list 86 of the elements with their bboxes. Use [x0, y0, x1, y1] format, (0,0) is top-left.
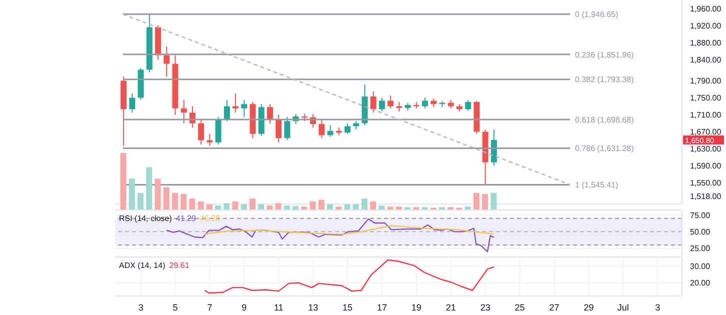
bar	[120, 153, 126, 210]
ref-line-label: 1 (1,545.41)	[575, 180, 619, 190]
chart-title: RSI (14, close)	[119, 214, 172, 223]
x-tick-label: Jul	[617, 302, 629, 312]
y-tick-label: 75.00	[690, 210, 711, 220]
candlestick	[388, 95, 394, 109]
bar	[361, 198, 368, 210]
bar	[128, 178, 135, 210]
x-tick-label: 9	[242, 302, 247, 312]
bar	[318, 200, 324, 210]
x-tick-label: 15	[342, 302, 353, 312]
x-tick-label: 29	[584, 302, 594, 312]
bar	[473, 192, 480, 210]
x-tick-label: 5	[172, 302, 178, 312]
y-tick-label: 1,590.00	[690, 162, 722, 171]
bar	[490, 192, 497, 210]
candlestick	[378, 97, 385, 112]
chart-title: ADX (14, 14)	[119, 261, 166, 270]
bar	[180, 194, 187, 210]
x-tick-label: 19	[411, 302, 422, 312]
candlestick	[164, 46, 170, 77]
x-tick-label: 17	[376, 302, 387, 312]
y-tick-label: 1,518.00	[690, 192, 722, 202]
x-tick-label: 25	[514, 302, 525, 312]
annotation: 41.29	[176, 214, 196, 223]
annotation: 46.20	[200, 214, 220, 223]
candlestick	[284, 116, 290, 141]
y-tick-label: 1,880.00	[690, 38, 722, 48]
y-tick-label: 1,550.00	[690, 178, 722, 188]
y-tick-label: 1,840.00	[690, 55, 722, 64]
candlestick	[129, 93, 136, 114]
candlestick	[232, 93, 239, 114]
ref-line-label: 0.236 (1,851.96)	[575, 50, 634, 60]
x-tick-label: 11	[274, 302, 284, 312]
ref-line-label: 0.382 (1,793.38)	[575, 75, 634, 84]
candlestick	[344, 122, 351, 134]
candlestick	[318, 118, 325, 139]
candlestick	[266, 104, 273, 124]
x-tick-label: 3	[655, 302, 660, 312]
candlestick	[327, 124, 334, 138]
candlestick	[276, 114, 282, 143]
ref-line-label: 0 (1,946.65)	[575, 10, 619, 20]
bar	[154, 178, 161, 210]
annotation: 29.61	[169, 261, 190, 270]
bar	[146, 167, 152, 210]
y-tick-label: 50.00	[690, 228, 711, 237]
y-tick-label: 1,750.00	[690, 94, 722, 103]
candlestick	[180, 99, 187, 124]
ref-line-label: 0.618 (1,698.68)	[575, 115, 634, 124]
bar	[189, 198, 196, 210]
x-tick-label: 23	[480, 302, 490, 312]
bar	[249, 198, 256, 210]
candlestick	[198, 118, 204, 145]
bar	[198, 201, 204, 210]
y-tick-label: 30.00	[690, 262, 711, 272]
candlestick	[490, 129, 497, 166]
bar	[163, 187, 170, 210]
bar	[482, 194, 488, 210]
candlestick	[215, 116, 222, 145]
y-tick-label: 1,920.00	[690, 21, 722, 30]
y-tick-label: 1,790.00	[690, 76, 722, 86]
x-tick-label: 13	[308, 302, 318, 312]
bar	[310, 201, 316, 210]
bar	[232, 201, 238, 210]
y-tick-label: 1,710.00	[690, 110, 722, 120]
candlestick	[422, 97, 428, 109]
x-tick-label: 3	[138, 302, 144, 312]
ref-line-label: 0.786 (1,631.28)	[575, 144, 634, 154]
bar	[138, 192, 144, 210]
x-tick-label: 27	[549, 302, 560, 312]
candlestick	[465, 99, 472, 111]
candlestick	[224, 99, 230, 122]
x-tick-label: 21	[446, 302, 456, 312]
bar	[275, 203, 282, 210]
bar	[224, 203, 230, 210]
y-tick-label: 25.00	[690, 244, 711, 254]
y-tick-label: 1,670.00	[690, 128, 722, 137]
candlestick	[370, 90, 376, 114]
bar	[172, 192, 178, 210]
y-tick-label: 1,960.00	[690, 4, 722, 14]
candlestick	[206, 133, 213, 146]
x-tick-label: 7	[207, 302, 212, 312]
y-tick-label: 20.00	[690, 278, 711, 288]
y-tick-label: 1,630.00	[690, 144, 722, 154]
bar	[370, 201, 376, 210]
candlestick	[241, 99, 248, 118]
